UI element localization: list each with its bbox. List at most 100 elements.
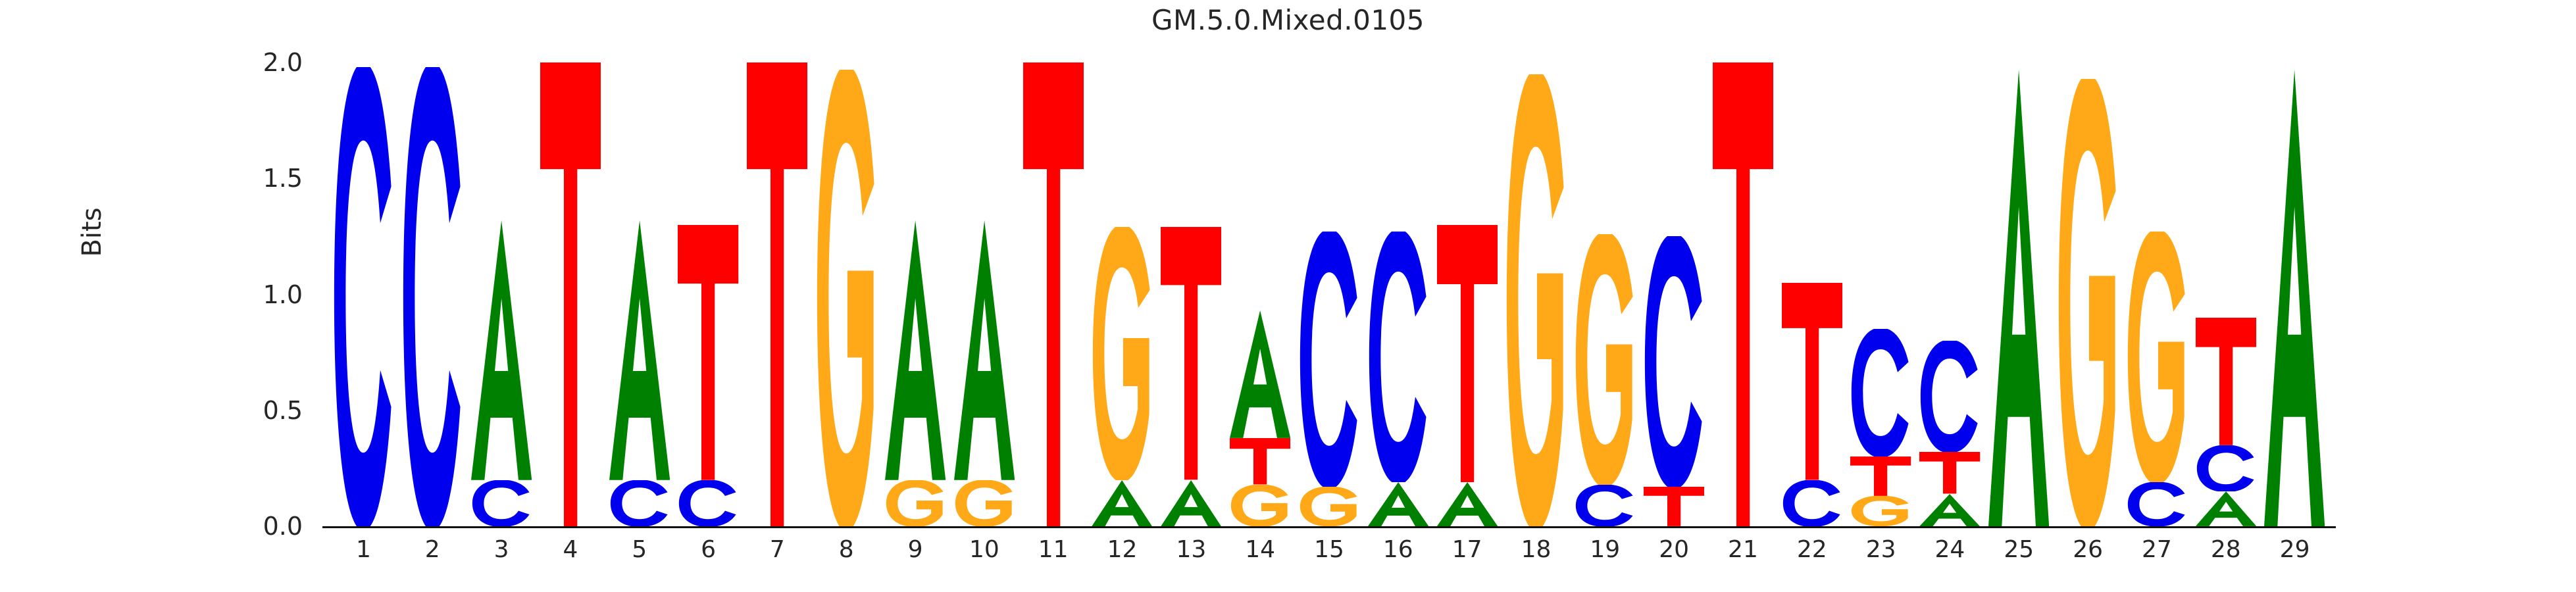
logo-stack — [747, 62, 808, 526]
x-axis-tick-label: 9 — [907, 536, 923, 563]
logo-stack — [1505, 62, 1566, 526]
logo-letter-a — [1436, 482, 1498, 526]
logo-letter-g — [885, 480, 946, 526]
logo-letter-t — [678, 224, 739, 480]
logo-letter-t — [2195, 317, 2256, 445]
logo-stack — [1919, 62, 1981, 526]
x-axis-tick-label: 7 — [769, 536, 785, 563]
logo-letter-a — [470, 220, 532, 480]
x-axis-tick-label: 1 — [355, 536, 371, 563]
logo-letter-a — [1988, 69, 2050, 526]
logo-letter-g — [2127, 232, 2187, 483]
x-axis-tick-label: 17 — [1452, 536, 1482, 563]
x-axis-tick-label: 11 — [1038, 536, 1069, 563]
logo-letter-a — [1092, 480, 1153, 526]
logo-letter-c — [1644, 236, 1704, 487]
logo-letter-a — [609, 220, 670, 480]
y-axis-tick-label: 1.0 — [263, 280, 303, 309]
logo-letter-c — [471, 480, 532, 526]
logo-letter-c — [678, 480, 738, 526]
logo-stack — [1712, 62, 1774, 526]
logo-stack — [2264, 62, 2325, 526]
x-axis-tick-label: 16 — [1382, 536, 1413, 563]
x-axis-tick-label: 21 — [1728, 536, 1758, 563]
logo-letter-t — [1644, 487, 1705, 526]
x-axis-tick-label: 8 — [838, 536, 854, 563]
logo-letter-a — [1161, 480, 1222, 526]
logo-letter-g — [816, 69, 876, 526]
x-axis-tick-label: 25 — [2004, 536, 2034, 563]
logo-letter-c — [2196, 445, 2256, 492]
logo-letter-c — [1850, 329, 1911, 457]
logo-letter-g — [1575, 234, 1635, 485]
logo-stack — [470, 62, 532, 526]
logo-letter-a — [2195, 491, 2256, 526]
logo-letter-c — [333, 67, 393, 526]
y-axis-label: Bits — [77, 207, 107, 257]
x-axis-tick-label: 4 — [563, 536, 578, 563]
logo-letter-t — [540, 62, 601, 526]
x-axis-tick-label: 27 — [2142, 536, 2172, 563]
logo-letter-t — [1781, 282, 1842, 480]
x-axis-tick-label: 28 — [2210, 536, 2241, 563]
logo-stack — [1299, 62, 1359, 526]
x-axis-tick-label: 20 — [1659, 536, 1690, 563]
page-title: GM.5.0.Mixed.0105 — [1151, 4, 1425, 36]
logo-letter-g — [954, 480, 1015, 526]
x-axis-tick-label: 6 — [701, 536, 716, 563]
logo-letter-g — [1850, 496, 1911, 526]
logo-stack — [2058, 62, 2118, 526]
logo-letter-t — [1023, 62, 1084, 526]
x-axis-tick-label: 26 — [2073, 536, 2103, 563]
logo-letter-t — [1230, 438, 1291, 485]
logo-stack — [678, 62, 739, 526]
y-axis-tick-label: 0.5 — [263, 395, 303, 425]
logo-letter-a — [1230, 310, 1291, 439]
x-axis-tick-label: 29 — [2279, 536, 2310, 563]
logo-letter-a — [1919, 493, 1981, 526]
y-axis-tick-label: 1.5 — [263, 164, 303, 193]
logo-letter-c — [1368, 232, 1428, 483]
logo-letter-t — [1919, 452, 1981, 494]
y-axis-ticks: 2.0 1.5 1.0 0.5 0.0 — [217, 0, 303, 592]
x-axis-tick-label: 19 — [1590, 536, 1621, 563]
x-axis-tick-label: 13 — [1176, 536, 1207, 563]
logo-letter-a — [884, 220, 946, 480]
x-axis-ticks: 1 2 3 4 5 6 7 8 9 10 11 12 13 14 15 16 17 18 19 20 21 22 23 24 2… — [329, 536, 2329, 576]
logo-letter-t — [1161, 227, 1222, 480]
x-axis-tick-label: 10 — [969, 536, 999, 563]
logo-stack — [1161, 62, 1222, 526]
logo-letter-t — [1712, 62, 1774, 526]
x-axis-tick-label: 14 — [1245, 536, 1276, 563]
logo-stack — [1092, 62, 1153, 526]
logo-letter-c — [2127, 482, 2187, 526]
x-axis-tick-label: 5 — [632, 536, 647, 563]
logo-letter-a — [1367, 482, 1428, 526]
logo-letter-g — [1230, 484, 1290, 526]
logo-letter-c — [1919, 341, 1980, 453]
logo-letter-t — [1850, 456, 1911, 497]
logo-stack — [540, 62, 601, 526]
logo-stack — [402, 62, 463, 526]
logo-stack — [2195, 62, 2256, 526]
logo-letter-a — [953, 220, 1015, 480]
logo-stack — [1023, 62, 1084, 526]
logo-letter-g — [1299, 487, 1359, 526]
x-axis-line — [322, 526, 2336, 528]
x-axis-tick-label: 22 — [1796, 536, 1827, 563]
x-axis-tick-label: 2 — [424, 536, 440, 563]
logo-letter-c — [1575, 484, 1635, 526]
logo-stack — [884, 62, 946, 526]
logo-letter-c — [1299, 232, 1359, 487]
logo-stack — [609, 62, 670, 526]
logo-stack — [2127, 62, 2187, 526]
logo-stack — [953, 62, 1015, 526]
logo-letter-t — [1436, 224, 1498, 483]
y-axis-tick-label: 0.0 — [263, 512, 303, 541]
logo-stack — [816, 62, 876, 526]
y-axis-tick-label: 2.0 — [263, 48, 303, 77]
logo-letter-g — [2058, 78, 2118, 526]
logo-plot-area — [329, 62, 2329, 526]
x-axis-tick-label: 15 — [1314, 536, 1344, 563]
logo-letter-g — [1092, 227, 1152, 480]
